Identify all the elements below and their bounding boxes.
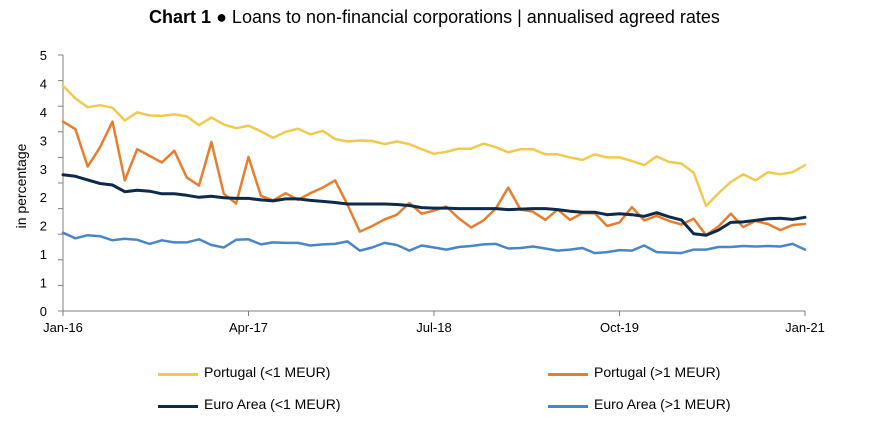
y-tick-label: 1: [40, 247, 47, 262]
series-line-4: [61, 231, 807, 255]
series-lines: [61, 84, 807, 255]
legend-label: Portugal (>1 MEUR): [594, 364, 721, 380]
y-axis-label: in percentage: [13, 143, 29, 228]
chart-title-bold: Chart 1: [149, 7, 212, 27]
x-tick-label: Jul-18: [416, 320, 451, 335]
x-tick-label: Jan-16: [43, 320, 83, 335]
legend-swatch: [548, 405, 588, 408]
y-tick-label: 3: [40, 162, 47, 177]
legend-label: Portugal (<1 MEUR): [204, 364, 331, 380]
y-tick-label: 4: [40, 105, 47, 120]
x-tick-label: Apr-17: [229, 320, 268, 335]
y-tick-label: 2: [40, 190, 47, 205]
x-tick-label: Oct-19: [600, 320, 639, 335]
x-tick-label: Jan-21: [785, 320, 825, 335]
series-line-3: [61, 173, 807, 237]
chart-title-text: ● Loans to non-financial corporations | …: [211, 7, 720, 27]
legend-swatch: [548, 373, 588, 376]
series-line-1: [61, 84, 807, 208]
y-tick-label: 0: [40, 304, 47, 319]
y-tick-label: 3: [40, 133, 47, 148]
y-tick-label: 5: [40, 48, 47, 63]
legend-swatch: [158, 373, 198, 376]
x-axis: Jan-16 Apr-17 Jul-18 Oct-19 Jan-21: [43, 310, 825, 335]
legend-swatch: [158, 405, 198, 408]
legend-label: Euro Area (>1 MEUR): [594, 396, 731, 412]
legend-label: Euro Area (<1 MEUR): [204, 396, 341, 412]
y-axis: 0 1 1 2 2 3 3 4 4 5: [40, 48, 64, 319]
series-line-2: [61, 120, 807, 237]
y-tick-label: 1: [40, 276, 47, 291]
y-tick-label: 4: [40, 76, 47, 91]
line-chart: 0 1 1 2 2 3 3 4 4 5 Jan-16 Apr-17 Jul-18 Oct-19 Jan-2…: [13, 48, 825, 335]
y-tick-label: 2: [40, 219, 47, 234]
chart-title: Chart 1 ● Loans to non-financial corpora…: [0, 7, 869, 28]
